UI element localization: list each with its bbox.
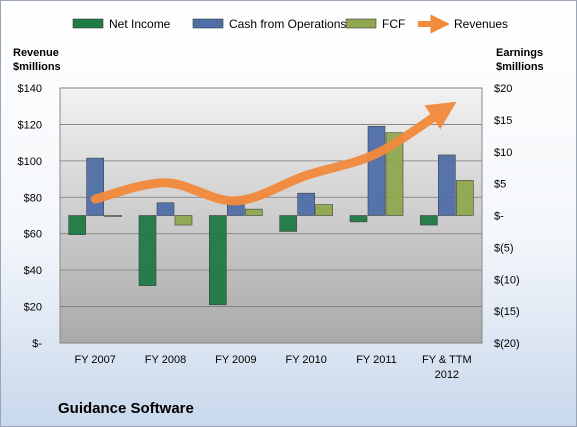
bar-net-income xyxy=(209,215,227,306)
left-tick-label: $- xyxy=(32,338,42,350)
chart-title: Guidance Software xyxy=(58,400,194,417)
legend-swatch xyxy=(72,18,104,29)
bar-fcf xyxy=(174,215,193,226)
legend-swatch xyxy=(345,18,377,29)
bars xyxy=(68,125,474,306)
bar-fcf xyxy=(385,132,404,216)
bar-net-income xyxy=(68,215,86,235)
x-tick-label: FY 2010 xyxy=(285,354,326,366)
bar-fcf xyxy=(245,208,263,216)
legend-label: FCF xyxy=(382,17,405,31)
bar-net-income xyxy=(420,215,438,226)
right-tick-label: $(5) xyxy=(494,242,514,254)
revenue-line-path xyxy=(90,101,457,206)
bar-fcf xyxy=(315,204,333,216)
left-axis-title-line1: Revenue xyxy=(13,47,59,59)
bar-net-income xyxy=(279,215,297,232)
legend-label: Cash from Operations xyxy=(229,17,346,31)
right-tick-label: $20 xyxy=(494,83,512,95)
left-tick-label: $120 xyxy=(18,119,42,131)
x-tick-label: FY 2011 xyxy=(356,354,397,366)
right-tick-label: $- xyxy=(494,211,504,223)
right-axis-title-line2: $millions xyxy=(496,61,544,73)
x-tick-label: FY 2009 xyxy=(215,354,256,366)
right-tick-label: $(10) xyxy=(494,274,520,286)
left-axis-title-line2: $millions xyxy=(13,61,61,73)
legend-label: Revenues xyxy=(454,17,508,31)
left-tick-label: $140 xyxy=(18,83,42,95)
bar-fcf xyxy=(104,215,122,217)
x-tick-label: 2012 xyxy=(435,369,459,381)
bar-cash-from-operations xyxy=(367,125,386,216)
x-tick-label: FY 2008 xyxy=(145,354,186,366)
bar-fcf xyxy=(456,180,474,216)
right-tick-label: $(15) xyxy=(494,306,520,318)
left-tick-label: $20 xyxy=(24,302,42,314)
right-tick-label: $(20) xyxy=(494,338,520,350)
legend-swatch xyxy=(192,18,224,29)
left-tick-label: $60 xyxy=(24,229,42,241)
left-tick-label: $100 xyxy=(18,156,42,168)
revenue-line xyxy=(90,101,457,206)
bar-cash-from-operations xyxy=(297,192,315,216)
grid-lines xyxy=(60,87,482,344)
right-tick-label: $15 xyxy=(494,115,512,127)
left-tick-label: $40 xyxy=(24,265,42,277)
legend: Net Income Cash from Operations FCF Revenue… xyxy=(72,14,508,34)
right-tick-label: $5 xyxy=(494,179,506,191)
bar-cash-from-operations xyxy=(86,157,104,216)
bar-net-income xyxy=(138,215,157,286)
x-tick-label: FY & TTM xyxy=(422,354,472,366)
bar-net-income xyxy=(349,215,368,223)
legend-label: Net Income xyxy=(109,17,171,31)
bar-cash-from-operations xyxy=(438,154,456,216)
x-tick-label: FY 2007 xyxy=(74,354,115,366)
left-tick-label: $80 xyxy=(24,192,42,204)
axis-ticks: $140 $120 $100 $80 $60 $40 $20 $- $20 $15 $10 $5 $- $… xyxy=(18,83,520,381)
right-tick-label: $10 xyxy=(494,147,512,159)
right-axis-title-line1: Earnings xyxy=(496,47,543,59)
bar-cash-from-operations xyxy=(156,202,175,216)
